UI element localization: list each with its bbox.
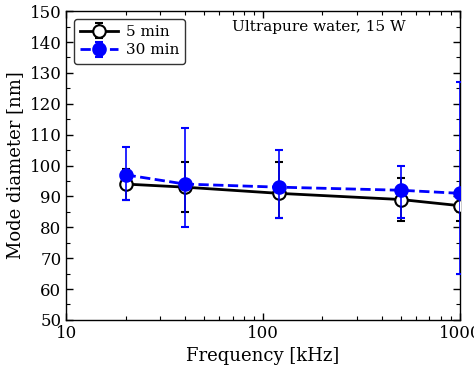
Y-axis label: Mode diameter [nm]: Mode diameter [nm]	[6, 72, 24, 259]
Legend: 5 min, 30 min: 5 min, 30 min	[74, 19, 185, 64]
X-axis label: Frequency [kHz]: Frequency [kHz]	[186, 347, 340, 365]
Text: Ultrapure water, 15 W: Ultrapure water, 15 W	[232, 20, 405, 35]
